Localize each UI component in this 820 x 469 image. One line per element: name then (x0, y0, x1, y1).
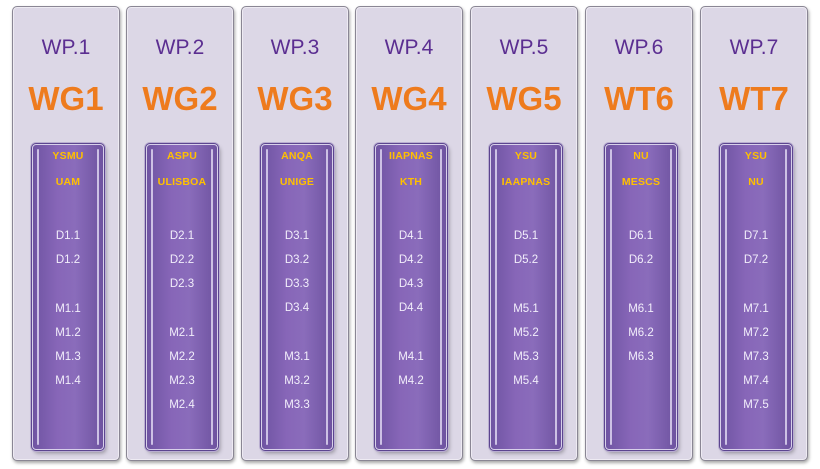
milestone-item: M3.2 (284, 375, 310, 387)
institution-label: MESCS (621, 176, 661, 188)
institution-label: YSU (744, 150, 768, 162)
institution-label: KTH (399, 176, 423, 188)
group-label: WT6 (604, 80, 674, 117)
deliverable-item: D7.2 (743, 254, 769, 266)
milestone-item: M6.1 (628, 303, 654, 315)
wp-label: WP.2 (155, 36, 205, 59)
milestone-item: M4.2 (398, 375, 424, 387)
wp-label: WP.6 (614, 36, 664, 59)
deliverables-card: YSU IAAPNAS D5.1 D5.2 M5.1 M5.2 M5.3 M5.4 (489, 143, 563, 451)
milestone-item: M6.2 (628, 327, 654, 339)
deliverable-item: D1.2 (55, 254, 81, 266)
institution-label: NU (633, 150, 649, 162)
deliverable-item: D2.3 (169, 278, 195, 290)
deliverable-item: D3.3 (284, 278, 310, 290)
milestone-item: M5.1 (513, 303, 539, 315)
group-label: WG5 (486, 80, 562, 117)
milestone-item: M7.1 (743, 303, 769, 315)
milestone-item: M5.4 (513, 375, 539, 387)
milestone-item: M2.2 (169, 351, 195, 363)
milestone-item: M3.3 (284, 399, 310, 411)
deliverable-item: D3.1 (284, 230, 310, 242)
group-label: WG4 (371, 80, 447, 117)
milestone-item: M7.4 (743, 375, 769, 387)
deliverables-card: YSMU UAM D1.1 D1.2 M1.1 M1.2 M1.3 M1.4 (31, 143, 105, 451)
deliverables-card: YSU NU D7.1 D7.2 M7.1 M7.2 M7.3 M7.4 M7.5 (719, 143, 793, 451)
deliverable-item: D5.1 (513, 230, 539, 242)
deliverable-item: D7.1 (743, 230, 769, 242)
deliverable-item: D4.1 (398, 230, 424, 242)
group-label: WG2 (142, 80, 218, 117)
deliverable-item: D6.1 (628, 230, 654, 242)
wp-label: WP.3 (270, 36, 320, 59)
institution-label: IAAPNAS (501, 176, 551, 188)
milestone-item: M4.1 (398, 351, 424, 363)
deliverable-item: D3.4 (284, 302, 310, 314)
group-label: WT7 (719, 80, 789, 117)
milestone-item: M5.2 (513, 327, 539, 339)
work-package-column: WP.7 WT7 YSU NU D7.1 D7.2 M7.1 M7.2 M7.3 M7.4 M7.5 (700, 6, 808, 461)
deliverables-card: ASPU ULISBOA D2.1 D2.2 D2.3 M2.1 M2.2 M2.3 M2.4 (145, 143, 219, 451)
deliverable-item: D2.2 (169, 254, 195, 266)
milestone-item: M7.5 (743, 399, 769, 411)
deliverable-item: D1.1 (55, 230, 81, 242)
milestone-item: M3.1 (284, 351, 310, 363)
institution-label: UAM (55, 176, 81, 188)
deliverable-item: D6.2 (628, 254, 654, 266)
milestone-item: M2.1 (169, 327, 195, 339)
institution-label: NU (748, 176, 764, 188)
institution-label: YSMU (52, 150, 84, 162)
institution-label: UNIGE (279, 176, 315, 188)
milestone-item: M1.1 (55, 303, 81, 315)
work-package-column: WP.2 WG2 ASPU ULISBOA D2.1 D2.2 D2.3 M2.1 M2.2 M2… (126, 6, 234, 461)
wp-label: WP.5 (499, 36, 549, 59)
institution-label: YSU (514, 150, 538, 162)
milestone-item: M1.3 (55, 351, 81, 363)
work-package-column: WP.3 WG3 ANQA UNIGE D3.1 D3.2 D3.3 D3.4 M3.1 M3.2… (241, 6, 349, 461)
milestone-item: M1.2 (55, 327, 81, 339)
milestone-item: M2.3 (169, 375, 195, 387)
milestone-item: M2.4 (169, 399, 195, 411)
deliverable-item: D2.1 (169, 230, 195, 242)
institution-label: ASPU (167, 150, 197, 162)
deliverable-item: D3.2 (284, 254, 310, 266)
institution-label: ANQA (281, 150, 313, 162)
group-label: WG1 (28, 80, 104, 117)
institution-label: ULISBOA (157, 176, 207, 188)
deliverable-item: D4.4 (398, 302, 424, 314)
wp-label: WP.4 (384, 36, 434, 59)
deliverable-item: D5.2 (513, 254, 539, 266)
milestone-item: M1.4 (55, 375, 81, 387)
deliverables-card: NU MESCS D6.1 D6.2 M6.1 M6.2 M6.3 (604, 143, 678, 451)
deliverables-card: IIAPNAS KTH D4.1 D4.2 D4.3 D4.4 M4.1 M4.2 (374, 143, 448, 451)
wp-label: WP.1 (41, 36, 91, 59)
group-label: WG3 (257, 80, 333, 117)
wp-label: WP.7 (729, 36, 779, 59)
work-package-column: WP.4 WG4 IIAPNAS KTH D4.1 D4.2 D4.3 D4.4 M4.1 M4.… (355, 6, 463, 461)
milestone-item: M7.3 (743, 351, 769, 363)
work-package-column: WP.1 WG1 YSMU UAM D1.1 D1.2 M1.1 M1.2 M1.3 M1.4 (12, 6, 120, 461)
deliverables-card: ANQA UNIGE D3.1 D3.2 D3.3 D3.4 M3.1 M3.2 M3.3 (260, 143, 334, 451)
milestone-item: M7.2 (743, 327, 769, 339)
work-package-column: WP.5 WG5 YSU IAAPNAS D5.1 D5.2 M5.1 M5.2 M5.3 M5.… (470, 6, 578, 461)
deliverable-item: D4.2 (398, 254, 424, 266)
institution-label: IIAPNAS (389, 150, 433, 162)
work-package-column: WP.6 WT6 NU MESCS D6.1 D6.2 M6.1 M6.2 M6.3 (585, 6, 693, 461)
milestone-item: M5.3 (513, 351, 539, 363)
milestone-item: M6.3 (628, 351, 654, 363)
deliverable-item: D4.3 (398, 278, 424, 290)
